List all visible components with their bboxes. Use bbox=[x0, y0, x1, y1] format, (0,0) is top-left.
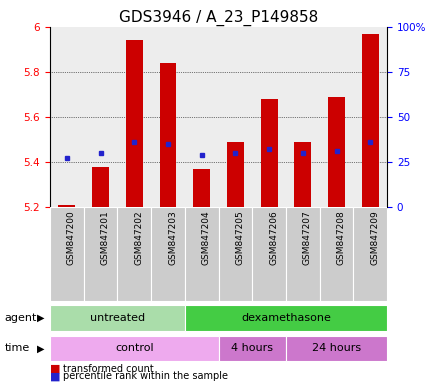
Bar bbox=[319, 27, 353, 207]
Bar bbox=[184, 305, 386, 331]
Text: ▶: ▶ bbox=[36, 343, 44, 354]
Bar bbox=[286, 336, 386, 361]
Bar bbox=[218, 27, 252, 207]
Bar bbox=[50, 207, 83, 301]
Bar bbox=[92, 167, 109, 207]
Bar bbox=[260, 99, 277, 207]
Text: time: time bbox=[4, 343, 30, 354]
Bar bbox=[84, 207, 117, 301]
Bar bbox=[286, 27, 319, 207]
Text: GSM847206: GSM847206 bbox=[269, 210, 277, 265]
Bar bbox=[252, 27, 286, 207]
Bar bbox=[117, 207, 151, 301]
Title: GDS3946 / A_23_P149858: GDS3946 / A_23_P149858 bbox=[118, 9, 318, 25]
Text: GSM847200: GSM847200 bbox=[67, 210, 76, 265]
Bar bbox=[294, 142, 311, 207]
Bar bbox=[184, 207, 218, 301]
Text: GSM847207: GSM847207 bbox=[302, 210, 311, 265]
Text: ■: ■ bbox=[50, 371, 60, 381]
Text: untreated: untreated bbox=[90, 313, 145, 323]
Bar bbox=[159, 63, 176, 207]
Bar bbox=[125, 40, 142, 207]
Bar bbox=[218, 207, 252, 301]
Bar bbox=[84, 27, 117, 207]
Bar bbox=[286, 207, 319, 301]
Text: GSM847209: GSM847209 bbox=[369, 210, 378, 265]
Bar bbox=[58, 205, 75, 207]
Bar bbox=[50, 305, 184, 331]
Bar bbox=[227, 142, 243, 207]
Text: dexamethasone: dexamethasone bbox=[240, 313, 330, 323]
Bar bbox=[353, 27, 386, 207]
Bar bbox=[193, 169, 210, 207]
Text: ▶: ▶ bbox=[36, 313, 44, 323]
Text: percentile rank within the sample: percentile rank within the sample bbox=[63, 371, 227, 381]
Bar bbox=[327, 97, 344, 207]
Bar bbox=[151, 27, 184, 207]
Text: transformed count: transformed count bbox=[63, 364, 154, 374]
Text: GSM847202: GSM847202 bbox=[134, 210, 143, 265]
Bar bbox=[50, 336, 218, 361]
Text: GSM847203: GSM847203 bbox=[168, 210, 177, 265]
Bar bbox=[151, 207, 184, 301]
Text: 4 hours: 4 hours bbox=[231, 343, 273, 354]
Text: 24 hours: 24 hours bbox=[311, 343, 360, 354]
Bar bbox=[353, 207, 386, 301]
Bar bbox=[184, 27, 218, 207]
Bar bbox=[50, 27, 83, 207]
Text: GSM847208: GSM847208 bbox=[336, 210, 345, 265]
Bar bbox=[218, 336, 286, 361]
Bar bbox=[252, 207, 286, 301]
Bar bbox=[361, 34, 378, 207]
Text: ■: ■ bbox=[50, 364, 60, 374]
Text: GSM847201: GSM847201 bbox=[100, 210, 109, 265]
Text: GSM847205: GSM847205 bbox=[235, 210, 244, 265]
Bar bbox=[117, 27, 151, 207]
Text: agent: agent bbox=[4, 313, 36, 323]
Bar bbox=[319, 207, 353, 301]
Text: control: control bbox=[115, 343, 153, 354]
Text: GSM847204: GSM847204 bbox=[201, 210, 210, 265]
